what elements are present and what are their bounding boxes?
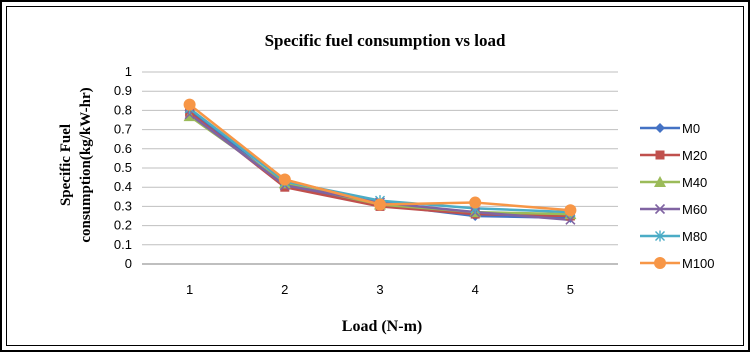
x-axis-title: Load (N-m)	[342, 318, 422, 335]
legend-marker	[655, 230, 665, 242]
legend-marker	[655, 150, 665, 160]
y-tick-label: 0.5	[114, 160, 132, 175]
data-point-m100	[183, 98, 196, 111]
y-tick-label: 0.3	[114, 198, 132, 213]
chart-inner-frame	[6, 6, 744, 346]
legend-label: M80	[682, 229, 707, 244]
gridlines	[142, 71, 618, 265]
series-markers	[183, 98, 577, 225]
legend-item-m80: M80	[640, 229, 707, 244]
y-tick-label: 0.9	[114, 83, 132, 98]
data-point-m100	[469, 196, 482, 209]
x-tick-label: 1	[186, 282, 193, 297]
data-point-m40	[183, 110, 196, 122]
legend-label: M100	[682, 256, 715, 271]
legend-item-m0: M0	[640, 121, 700, 136]
x-tick-label: 4	[472, 282, 479, 297]
y-tick-label: 1	[125, 64, 132, 79]
legend-marker	[655, 123, 665, 133]
legend-label: M0	[682, 121, 700, 136]
legend-item-m100: M100	[640, 256, 715, 271]
y-tick-label: 0.6	[114, 141, 132, 156]
data-point-m100	[374, 198, 386, 211]
legend-item-m40: M40	[640, 175, 707, 190]
legend-item-m60: M60	[640, 202, 707, 217]
data-point-m100	[564, 204, 577, 217]
legend: M0 M20 M40 M60 M80 M100	[640, 121, 715, 271]
legend-label: M20	[682, 148, 707, 163]
y-tick-label: 0.7	[114, 122, 132, 137]
y-axis-title-line-2: consumption(kg/kW-hr)	[78, 87, 94, 242]
legend-label: M60	[682, 202, 707, 217]
x-tick-label: 3	[376, 282, 383, 297]
x-tick-label: 2	[281, 282, 288, 297]
y-tick-label: 0	[125, 256, 132, 271]
legend-label: M40	[682, 175, 707, 190]
y-tick-label: 0.2	[114, 218, 132, 233]
legend-item-m20: M20	[640, 148, 707, 163]
y-axis-ticks: 0 0.1 0.2 0.3 0.4 0.5 0.6 0.7 0.8 0.9 1	[114, 64, 132, 271]
y-tick-label: 0.1	[114, 237, 132, 252]
y-tick-label: 0.8	[114, 102, 132, 117]
y-tick-label: 0.4	[114, 179, 132, 194]
legend-marker	[654, 203, 666, 215]
y-axis-title: Specific Fuel consumption(kg/kW-hr)	[58, 87, 94, 242]
x-tick-label: 5	[567, 282, 574, 297]
data-point-m60	[565, 214, 576, 225]
chart-title: Specific fuel consumption vs load	[265, 31, 506, 50]
data-point-m100	[278, 173, 291, 186]
legend-marker	[654, 176, 666, 187]
legend-marker	[654, 257, 666, 269]
x-axis-ticks: 1 2 3 4 5	[186, 282, 574, 297]
y-axis-title-line-1: Specific Fuel	[58, 124, 74, 206]
